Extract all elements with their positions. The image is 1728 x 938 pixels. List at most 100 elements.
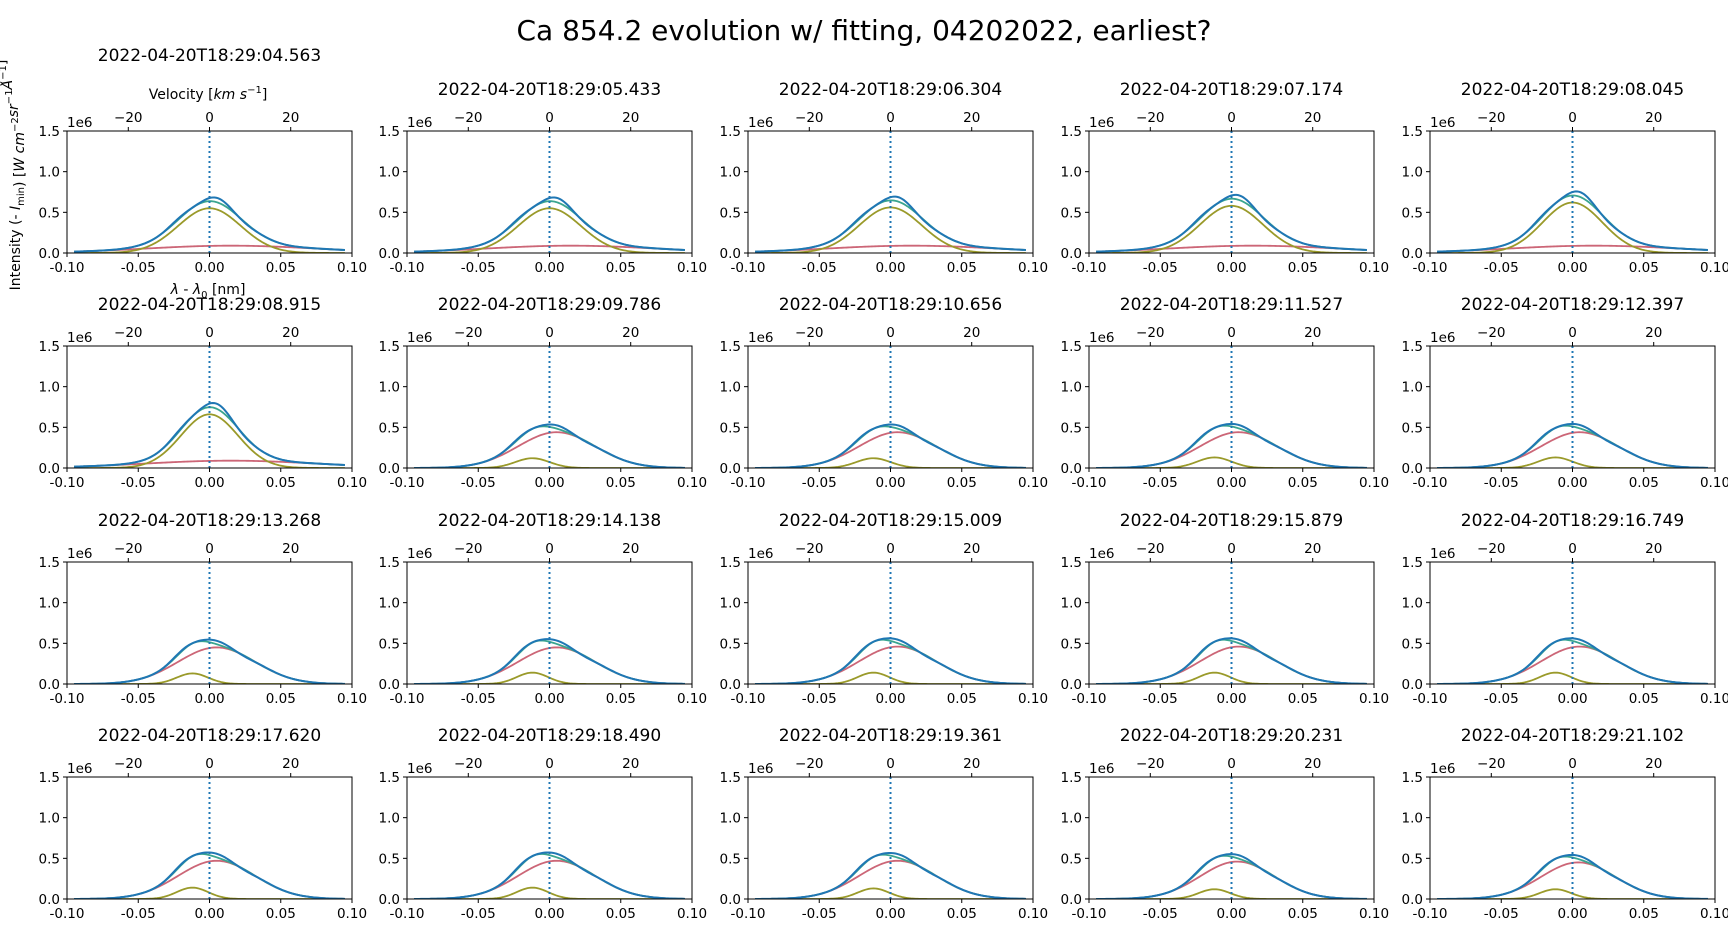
- x-tick-label: -0.10: [50, 906, 85, 922]
- x-tick-label: 0.05: [947, 906, 977, 922]
- y-tick-label: 0.5: [720, 636, 741, 652]
- x-tick-label: -0.05: [461, 260, 496, 276]
- velocity-tick-label: 20: [963, 325, 980, 341]
- velocity-tick-label: −20: [114, 325, 143, 341]
- x-tick-label: 0.10: [1359, 691, 1389, 707]
- y-tick-label: 0.0: [1061, 677, 1082, 693]
- velocity-tick-label: 20: [282, 756, 299, 772]
- offset-text: 1e6: [407, 330, 432, 346]
- velocity-tick-label: −20: [795, 110, 824, 126]
- y-tick-label: 1.0: [1061, 165, 1082, 181]
- velocity-tick-label: 20: [1304, 541, 1321, 557]
- x-tick-label: -0.10: [1413, 906, 1448, 922]
- x-tick-label: -0.05: [461, 691, 496, 707]
- x-tick-label: -0.10: [1072, 475, 1107, 491]
- y-tick-label: 0.0: [720, 461, 741, 477]
- velocity-tick-label: 0: [1227, 541, 1236, 557]
- velocity-tick-label: −20: [454, 110, 483, 126]
- velocity-tick-label: −20: [1136, 541, 1165, 557]
- offset-text: 1e6: [67, 330, 92, 346]
- x-tick-label: -0.10: [1413, 475, 1448, 491]
- velocity-tick-label: 20: [622, 756, 639, 772]
- x-tick-label: 0.00: [875, 475, 905, 491]
- velocity-tick-label: 20: [282, 541, 299, 557]
- panel-title: 2022-04-20T18:29:15.009: [779, 511, 1002, 531]
- velocity-tick-label: 0: [886, 325, 895, 341]
- velocity-axis-label: Velocity [km s−1]: [149, 85, 268, 103]
- x-tick-label: 0.05: [1629, 691, 1659, 707]
- velocity-tick-label: 20: [282, 325, 299, 341]
- x-tick-label: -0.05: [1484, 475, 1519, 491]
- velocity-tick-label: 0: [545, 110, 554, 126]
- offset-text: 1e6: [1089, 330, 1114, 346]
- series-observed: [755, 195, 1026, 253]
- velocity-tick-label: 0: [205, 325, 214, 341]
- y-tick-label: 0.0: [379, 892, 400, 908]
- y-tick-label: 0.0: [720, 892, 741, 908]
- velocity-tick-label: −20: [114, 541, 143, 557]
- x-tick-label: 0.00: [194, 475, 224, 491]
- x-tick-label: -0.05: [461, 475, 496, 491]
- velocity-tick-label: −20: [454, 756, 483, 772]
- y-tick-label: 0.0: [1402, 461, 1423, 477]
- x-tick-label: 0.00: [875, 260, 905, 276]
- x-tick-label: 0.10: [1700, 691, 1728, 707]
- y-tick-label: 0.5: [720, 420, 741, 436]
- x-tick-label: 0.05: [606, 691, 636, 707]
- velocity-tick-label: 0: [1227, 325, 1236, 341]
- panel-title: 2022-04-20T18:29:16.749: [1461, 511, 1684, 531]
- panel-title: 2022-04-20T18:29:11.527: [1120, 295, 1343, 315]
- x-tick-label: 0.05: [266, 691, 296, 707]
- x-tick-label: -0.10: [50, 691, 85, 707]
- y-tick-label: 1.5: [39, 124, 60, 140]
- offset-text: 1e6: [67, 761, 92, 777]
- velocity-tick-label: 0: [205, 541, 214, 557]
- offset-text: 1e6: [67, 546, 92, 562]
- y-tick-label: 1.5: [720, 124, 741, 140]
- panel-title: 2022-04-20T18:29:20.231: [1120, 726, 1343, 746]
- y-tick-label: 1.0: [379, 380, 400, 396]
- x-tick-label: -0.10: [1413, 691, 1448, 707]
- x-tick-label: -0.05: [1484, 906, 1519, 922]
- velocity-tick-label: 20: [1645, 756, 1662, 772]
- x-tick-label: 0.05: [1629, 475, 1659, 491]
- x-tick-label: 0.10: [677, 906, 707, 922]
- y-tick-label: 1.5: [720, 339, 741, 355]
- y-tick-label: 0.0: [1061, 246, 1082, 262]
- velocity-tick-label: 0: [545, 756, 554, 772]
- y-tick-label: 1.0: [720, 165, 741, 181]
- x-tick-label: 0.10: [1700, 260, 1728, 276]
- y-tick-label: 1.5: [720, 555, 741, 571]
- x-tick-label: -0.05: [1143, 691, 1178, 707]
- velocity-tick-label: −20: [1477, 325, 1506, 341]
- x-tick-label: 0.05: [947, 260, 977, 276]
- x-tick-label: 0.00: [534, 906, 564, 922]
- panel-title: 2022-04-20T18:29:18.490: [438, 726, 661, 746]
- x-tick-label: -0.10: [1072, 691, 1107, 707]
- x-tick-label: 0.05: [606, 260, 636, 276]
- velocity-tick-label: 20: [622, 325, 639, 341]
- x-tick-label: 0.05: [1629, 906, 1659, 922]
- x-tick-label: 0.00: [194, 260, 224, 276]
- x-tick-label: 0.00: [534, 475, 564, 491]
- x-tick-label: -0.05: [802, 475, 837, 491]
- y-tick-label: 0.5: [1402, 851, 1423, 867]
- x-tick-label: 0.05: [1629, 260, 1659, 276]
- y-tick-label: 1.5: [1402, 339, 1423, 355]
- y-tick-label: 1.5: [379, 124, 400, 140]
- y-tick-label: 0.0: [1402, 892, 1423, 908]
- panel-title: 2022-04-20T18:29:19.361: [779, 726, 1002, 746]
- x-tick-label: -0.05: [461, 906, 496, 922]
- x-tick-label: -0.10: [731, 260, 766, 276]
- y-tick-label: 0.0: [379, 246, 400, 262]
- velocity-tick-label: −20: [795, 541, 824, 557]
